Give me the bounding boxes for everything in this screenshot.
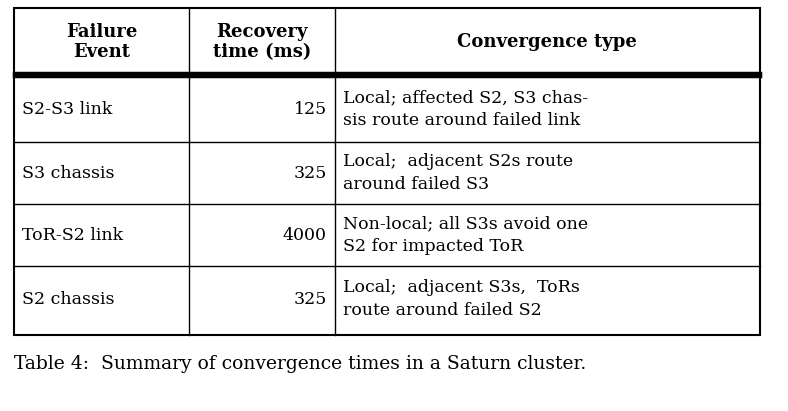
Text: Failure
Event: Failure Event xyxy=(66,23,137,61)
Text: Local; affected S2, S3 chas-
sis route around failed link: Local; affected S2, S3 chas- sis route a… xyxy=(343,90,588,129)
Bar xyxy=(14,8,760,335)
Text: Local;  adjacent S3s,  ToRs
route around failed S2: Local; adjacent S3s, ToRs route around f… xyxy=(343,279,580,319)
Text: S3 chassis: S3 chassis xyxy=(22,164,114,182)
Text: ToR-S2 link: ToR-S2 link xyxy=(22,226,123,243)
Text: 4000: 4000 xyxy=(283,226,327,243)
Text: Local;  adjacent S2s route
around failed S3: Local; adjacent S2s route around failed … xyxy=(343,153,573,193)
Text: Convergence type: Convergence type xyxy=(458,33,637,51)
Text: 325: 325 xyxy=(293,291,327,307)
Text: Recovery
time (ms): Recovery time (ms) xyxy=(213,23,311,61)
Text: S2-S3 link: S2-S3 link xyxy=(22,101,113,118)
Text: Non-local; all S3s avoid one
S2 for impacted ToR: Non-local; all S3s avoid one S2 for impa… xyxy=(343,215,588,254)
Text: 125: 125 xyxy=(293,101,327,118)
Text: Table 4:  Summary of convergence times in a Saturn cluster.: Table 4: Summary of convergence times in… xyxy=(14,355,586,373)
Text: 325: 325 xyxy=(293,164,327,182)
Text: S2 chassis: S2 chassis xyxy=(22,291,114,307)
